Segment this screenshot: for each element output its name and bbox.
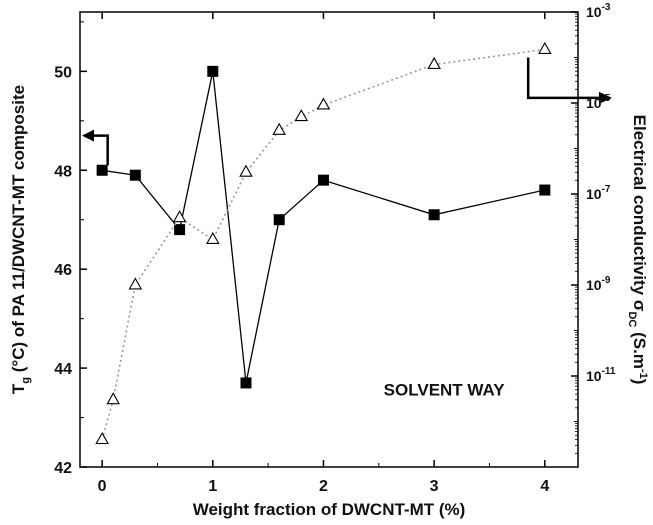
data-point-triangle <box>538 41 552 54</box>
data-point-triangle <box>206 231 220 244</box>
x-axis-label: Weight fraction of DWCNT-MT (%) <box>193 500 466 519</box>
x-tick-label: 1 <box>208 478 217 495</box>
right-y-axis-label: Electrical conductivity σDC (S.m-1) <box>626 115 649 385</box>
left-tick-label: 50 <box>54 64 72 81</box>
data-point-triangle <box>106 392 120 405</box>
data-point-triangle <box>172 210 187 223</box>
right-tick-label: 10-11 <box>586 366 616 384</box>
x-tick-label: 4 <box>540 478 549 495</box>
left-y-axis-label: Tg (°C) of PA 11/DWCNT-MT composite <box>9 85 32 394</box>
data-point-square <box>273 214 285 226</box>
left-axis-arrowhead <box>82 129 94 142</box>
right-axis-arrowhead <box>599 91 612 104</box>
right-axis-arrow <box>526 57 600 100</box>
left-tick-label: 42 <box>54 460 72 477</box>
data-point-square <box>96 164 108 176</box>
data-point-square <box>129 169 141 181</box>
series-line-1 <box>102 71 545 384</box>
data-point-square <box>240 377 252 389</box>
left-tick-label: 48 <box>54 163 72 180</box>
data-point-triangle <box>294 109 309 122</box>
data-point-triangle <box>239 164 253 177</box>
data-point-triangle <box>272 122 286 135</box>
data-point-triangle <box>128 277 143 290</box>
x-tick-label: 2 <box>319 478 328 495</box>
left-tick-label: 46 <box>54 262 72 279</box>
left-axis-arrow <box>92 134 109 166</box>
data-point-square <box>317 174 329 186</box>
data-point-square <box>428 209 440 221</box>
x-tick-label: 3 <box>430 478 439 495</box>
solvent-way-annotation: SOLVENT WAY <box>384 381 506 400</box>
right-tick-label: 10-5 <box>586 93 611 111</box>
left-tick-label: 44 <box>54 361 72 378</box>
right-tick-label: 10-7 <box>586 184 611 202</box>
data-point-square <box>207 65 219 77</box>
data-point-triangle <box>316 97 331 110</box>
right-tick-label: 10-3 <box>586 2 611 20</box>
data-point-square <box>539 184 551 196</box>
data-point-triangle <box>95 431 109 445</box>
right-tick-label: 10-9 <box>586 275 611 293</box>
x-tick-label: 0 <box>98 478 107 495</box>
data-point-square <box>174 224 186 236</box>
data-point-triangle <box>427 56 441 69</box>
